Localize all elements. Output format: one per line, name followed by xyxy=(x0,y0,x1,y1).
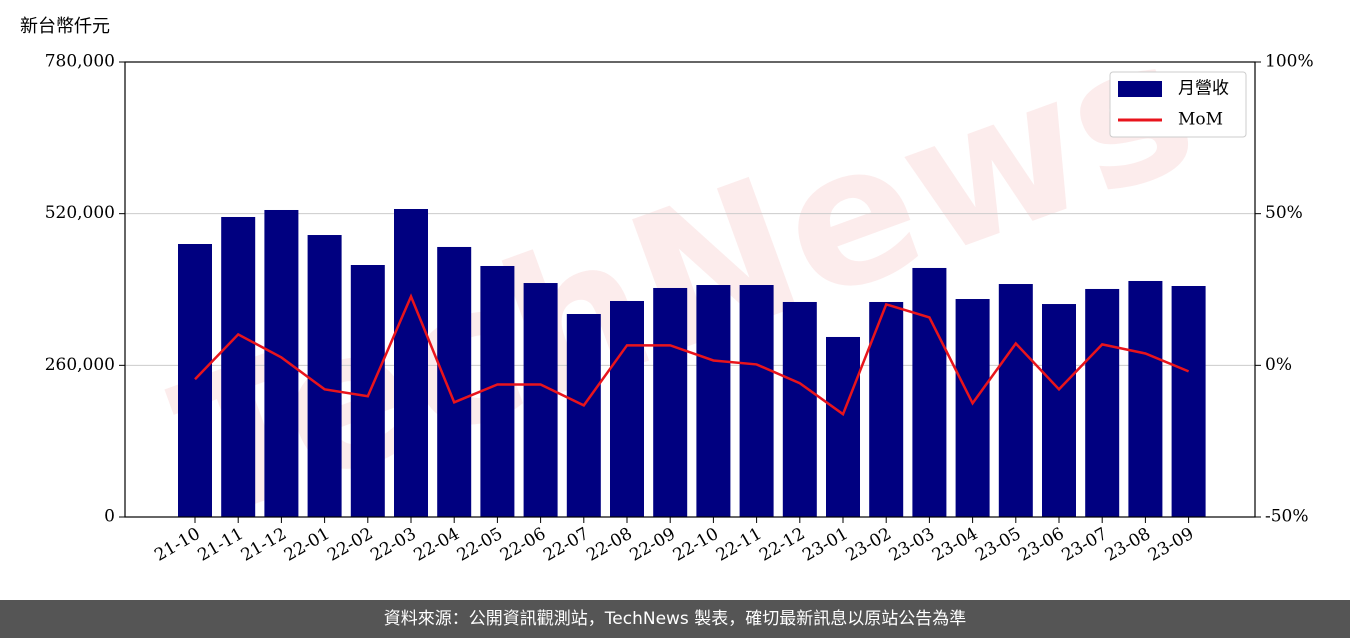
bar xyxy=(1171,286,1206,517)
bar xyxy=(307,235,342,517)
y2-tick-label: 100% xyxy=(1265,52,1314,72)
bar xyxy=(739,285,774,517)
bar xyxy=(653,287,688,517)
bar xyxy=(955,299,990,517)
x-tick-label: 23-06 xyxy=(1015,524,1067,566)
x-tick-label: 22-12 xyxy=(756,524,808,566)
bar xyxy=(178,244,212,517)
y-tick-label: 260,000 xyxy=(45,355,115,375)
bar xyxy=(869,301,904,517)
y2-tick-label: 0% xyxy=(1265,355,1292,375)
chart: 新台幣仟元 TechNews 0260,000520,000780,000-50… xyxy=(20,0,1314,566)
x-tick-label: 22-07 xyxy=(540,524,592,566)
x-tick-label: 22-06 xyxy=(497,524,549,566)
y2-tick-label: -50% xyxy=(1265,507,1309,527)
x-tick-label: 23-01 xyxy=(799,524,851,566)
x-tick-label: 22-10 xyxy=(670,524,722,566)
y-tick-label: 780,000 xyxy=(45,52,115,72)
bar xyxy=(350,265,385,517)
y-tick-label: 520,000 xyxy=(45,203,115,223)
x-tick-label: 22-04 xyxy=(411,524,463,566)
bar xyxy=(480,265,515,517)
x-tick-label: 22-03 xyxy=(367,524,419,566)
bar xyxy=(437,246,472,517)
y-tick-label: 0 xyxy=(104,507,115,527)
x-tick-label: 21-10 xyxy=(151,524,203,566)
plot-frame xyxy=(124,61,1256,518)
legend-label: 月營收 xyxy=(1178,79,1229,99)
x-tick-label: 22-09 xyxy=(627,524,679,566)
x-tick-label: 22-05 xyxy=(454,524,506,566)
x-tick-label: 23-08 xyxy=(1102,524,1154,566)
x-tick-label: 23-04 xyxy=(929,524,981,566)
bar xyxy=(912,267,947,517)
x-tick-label: 23-09 xyxy=(1145,524,1197,566)
x-tick-label: 23-05 xyxy=(972,524,1024,566)
bar xyxy=(610,300,644,517)
bar xyxy=(1042,304,1076,517)
x-tick-label: 22-11 xyxy=(713,524,765,566)
bar xyxy=(826,336,860,517)
bar xyxy=(1085,288,1120,517)
legend-swatch xyxy=(1118,81,1162,97)
bar xyxy=(1128,280,1163,517)
x-tick-label: 22-08 xyxy=(583,524,635,566)
bar xyxy=(696,285,731,517)
bar xyxy=(264,209,299,517)
footer: 資料來源：公開資訊觀測站，TechNews 製表，確切最新訊息以原站公告為準 xyxy=(0,600,1350,638)
y-axis-unit: 新台幣仟元 xyxy=(20,16,110,37)
bar xyxy=(221,216,256,517)
x-tick-label: 22-02 xyxy=(324,524,376,566)
x-tick-label: 23-03 xyxy=(886,524,938,566)
bar xyxy=(566,314,601,517)
line xyxy=(194,293,1190,417)
bar xyxy=(523,283,558,517)
bar xyxy=(998,284,1033,517)
legend-label: MoM xyxy=(1178,110,1223,130)
bar xyxy=(394,209,428,517)
x-tick-label: 23-02 xyxy=(843,524,895,566)
x-tick-label: 23-07 xyxy=(1059,524,1111,566)
y2-tick-label: 50% xyxy=(1265,203,1303,223)
bar xyxy=(782,301,817,517)
